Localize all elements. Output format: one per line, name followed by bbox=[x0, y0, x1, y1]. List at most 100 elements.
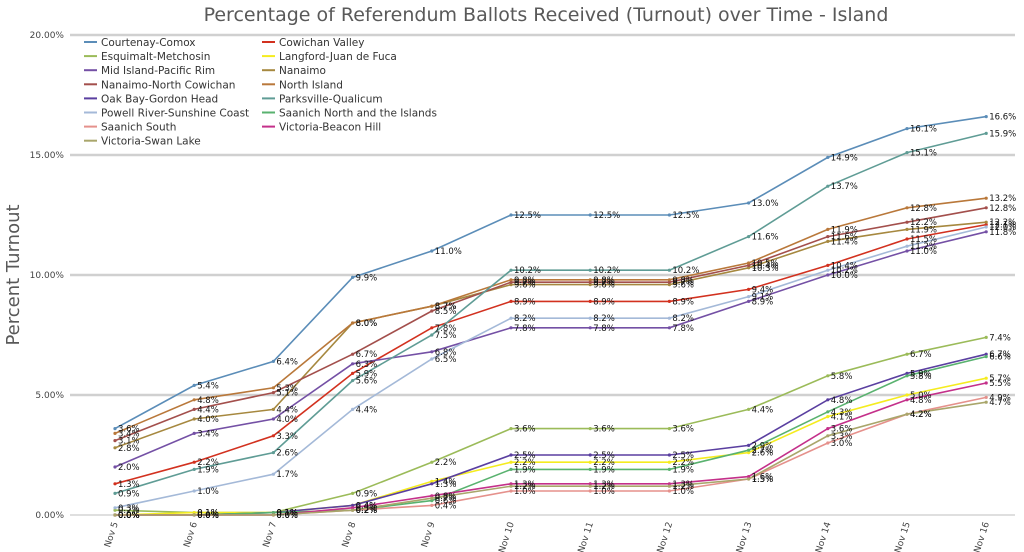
data-point bbox=[192, 398, 196, 402]
data-label: 1.4% bbox=[435, 477, 457, 487]
x-tick-label: Nov 13 bbox=[735, 521, 754, 552]
data-point bbox=[747, 261, 751, 265]
data-label: 11.9% bbox=[910, 225, 937, 235]
data-point bbox=[826, 155, 830, 159]
data-label: 1.3% bbox=[514, 480, 536, 490]
data-label: 4.2% bbox=[910, 410, 932, 420]
data-label: 3.1% bbox=[118, 437, 140, 447]
data-label: 6.7% bbox=[989, 350, 1011, 360]
series-line bbox=[114, 226, 987, 509]
x-tick-label: Nov 12 bbox=[656, 521, 675, 552]
data-label: 5.1% bbox=[276, 389, 298, 399]
data-point bbox=[509, 280, 513, 284]
data-point bbox=[430, 460, 434, 464]
data-label: 0.1% bbox=[276, 509, 298, 519]
data-label: 0.0% bbox=[197, 511, 219, 521]
data-label: 11.5% bbox=[910, 235, 937, 245]
data-label: 6.5% bbox=[435, 355, 457, 365]
data-label: 12.5% bbox=[514, 211, 541, 221]
data-point bbox=[192, 467, 196, 471]
data-point bbox=[826, 427, 830, 431]
data-label: 9.4% bbox=[752, 285, 774, 295]
data-point bbox=[747, 235, 751, 239]
data-label: 5.7% bbox=[989, 374, 1011, 384]
data-label: 11.6% bbox=[831, 233, 858, 243]
data-point bbox=[984, 223, 988, 227]
data-point bbox=[826, 227, 830, 231]
data-point bbox=[747, 295, 751, 299]
data-label: 5.0% bbox=[910, 391, 932, 401]
data-point bbox=[588, 453, 592, 457]
data-point bbox=[430, 482, 434, 486]
data-point bbox=[192, 383, 196, 387]
x-tick-label: Nov 6 bbox=[182, 521, 200, 549]
data-label: 9.7% bbox=[593, 278, 615, 288]
data-point bbox=[430, 304, 434, 308]
data-label: 4.8% bbox=[831, 396, 853, 406]
series-line bbox=[115, 401, 987, 516]
legend-label: Mid Island-Pacific Rim bbox=[101, 65, 215, 77]
data-point bbox=[667, 482, 672, 486]
data-point bbox=[192, 513, 196, 517]
data-point bbox=[271, 407, 275, 411]
data-point bbox=[826, 184, 830, 188]
data-point bbox=[113, 513, 117, 517]
data-label: 9.8% bbox=[514, 276, 536, 286]
data-label: 8.0% bbox=[356, 319, 378, 329]
data-label: 11.8% bbox=[989, 228, 1016, 238]
data-point bbox=[271, 417, 275, 421]
y-tick-labels: 0.00% 5.00% 10.00% 15.00% 20.00% bbox=[30, 31, 65, 521]
data-point bbox=[905, 151, 909, 155]
legend-label: Nanaimo-North Cowichan bbox=[101, 79, 235, 91]
data-point bbox=[271, 513, 275, 517]
data-label: 0.1% bbox=[276, 509, 298, 519]
data-label: 9.9% bbox=[356, 273, 378, 283]
data-label: 16.6% bbox=[989, 113, 1016, 123]
data-label: 3.6% bbox=[514, 425, 536, 435]
data-point bbox=[667, 283, 672, 287]
data-label: 1.2% bbox=[672, 482, 694, 492]
data-label: 13.2% bbox=[989, 194, 1016, 204]
data-label: 4.8% bbox=[197, 396, 219, 406]
data-label: 1.2% bbox=[593, 482, 615, 492]
data-point bbox=[509, 299, 513, 303]
data-label: 0.1% bbox=[197, 509, 219, 519]
data-point bbox=[747, 407, 751, 411]
data-label: 8.2% bbox=[672, 314, 694, 324]
data-label: 6.7% bbox=[356, 350, 378, 360]
data-label: 1.9% bbox=[593, 465, 615, 475]
data-label: 10.4% bbox=[752, 261, 779, 271]
data-label: 0.3% bbox=[356, 504, 378, 514]
legend-label: Victoria-Beacon Hill bbox=[279, 122, 381, 134]
data-label: 10.3% bbox=[752, 264, 779, 274]
data-point bbox=[588, 489, 592, 493]
y-tick-label: 20.00% bbox=[30, 31, 65, 41]
data-label: 8.0% bbox=[356, 319, 378, 329]
data-point bbox=[430, 249, 434, 253]
data-label: 1.3% bbox=[118, 480, 140, 490]
data-point bbox=[588, 299, 592, 303]
data-label: 1.2% bbox=[514, 482, 536, 492]
series-line bbox=[114, 231, 987, 468]
data-label: 6.8% bbox=[435, 348, 457, 358]
data-point bbox=[588, 482, 592, 486]
data-point bbox=[271, 434, 275, 438]
data-label: 8.7% bbox=[435, 302, 457, 312]
data-point bbox=[826, 263, 830, 267]
data-label: 1.0% bbox=[672, 487, 694, 497]
data-label: 9.6% bbox=[672, 281, 694, 291]
data-point bbox=[826, 273, 830, 277]
data-point bbox=[192, 431, 196, 435]
data-point bbox=[826, 398, 830, 402]
data-point bbox=[588, 326, 592, 330]
data-label: 8.9% bbox=[593, 297, 615, 307]
legend-label: Victoria-Swan Lake bbox=[101, 136, 201, 148]
data-label: 0.0% bbox=[276, 511, 298, 521]
data-label: 0.0% bbox=[197, 511, 219, 521]
data-point bbox=[588, 467, 592, 471]
data-label: 1.9% bbox=[514, 465, 536, 475]
data-label: 4.0% bbox=[276, 415, 298, 425]
data-label: 2.6% bbox=[276, 449, 298, 459]
data-point bbox=[905, 374, 909, 378]
data-point bbox=[984, 131, 988, 135]
